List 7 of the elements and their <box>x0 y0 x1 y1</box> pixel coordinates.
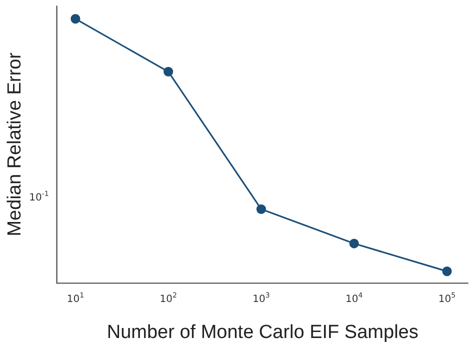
point <box>70 14 80 24</box>
y-axis-title: Median Relative Error <box>4 52 26 236</box>
x-axis-title: Number of Monte Carlo EIF Samples <box>106 322 418 343</box>
point <box>442 266 452 276</box>
point <box>349 238 359 248</box>
point <box>256 204 266 214</box>
point <box>164 66 174 76</box>
